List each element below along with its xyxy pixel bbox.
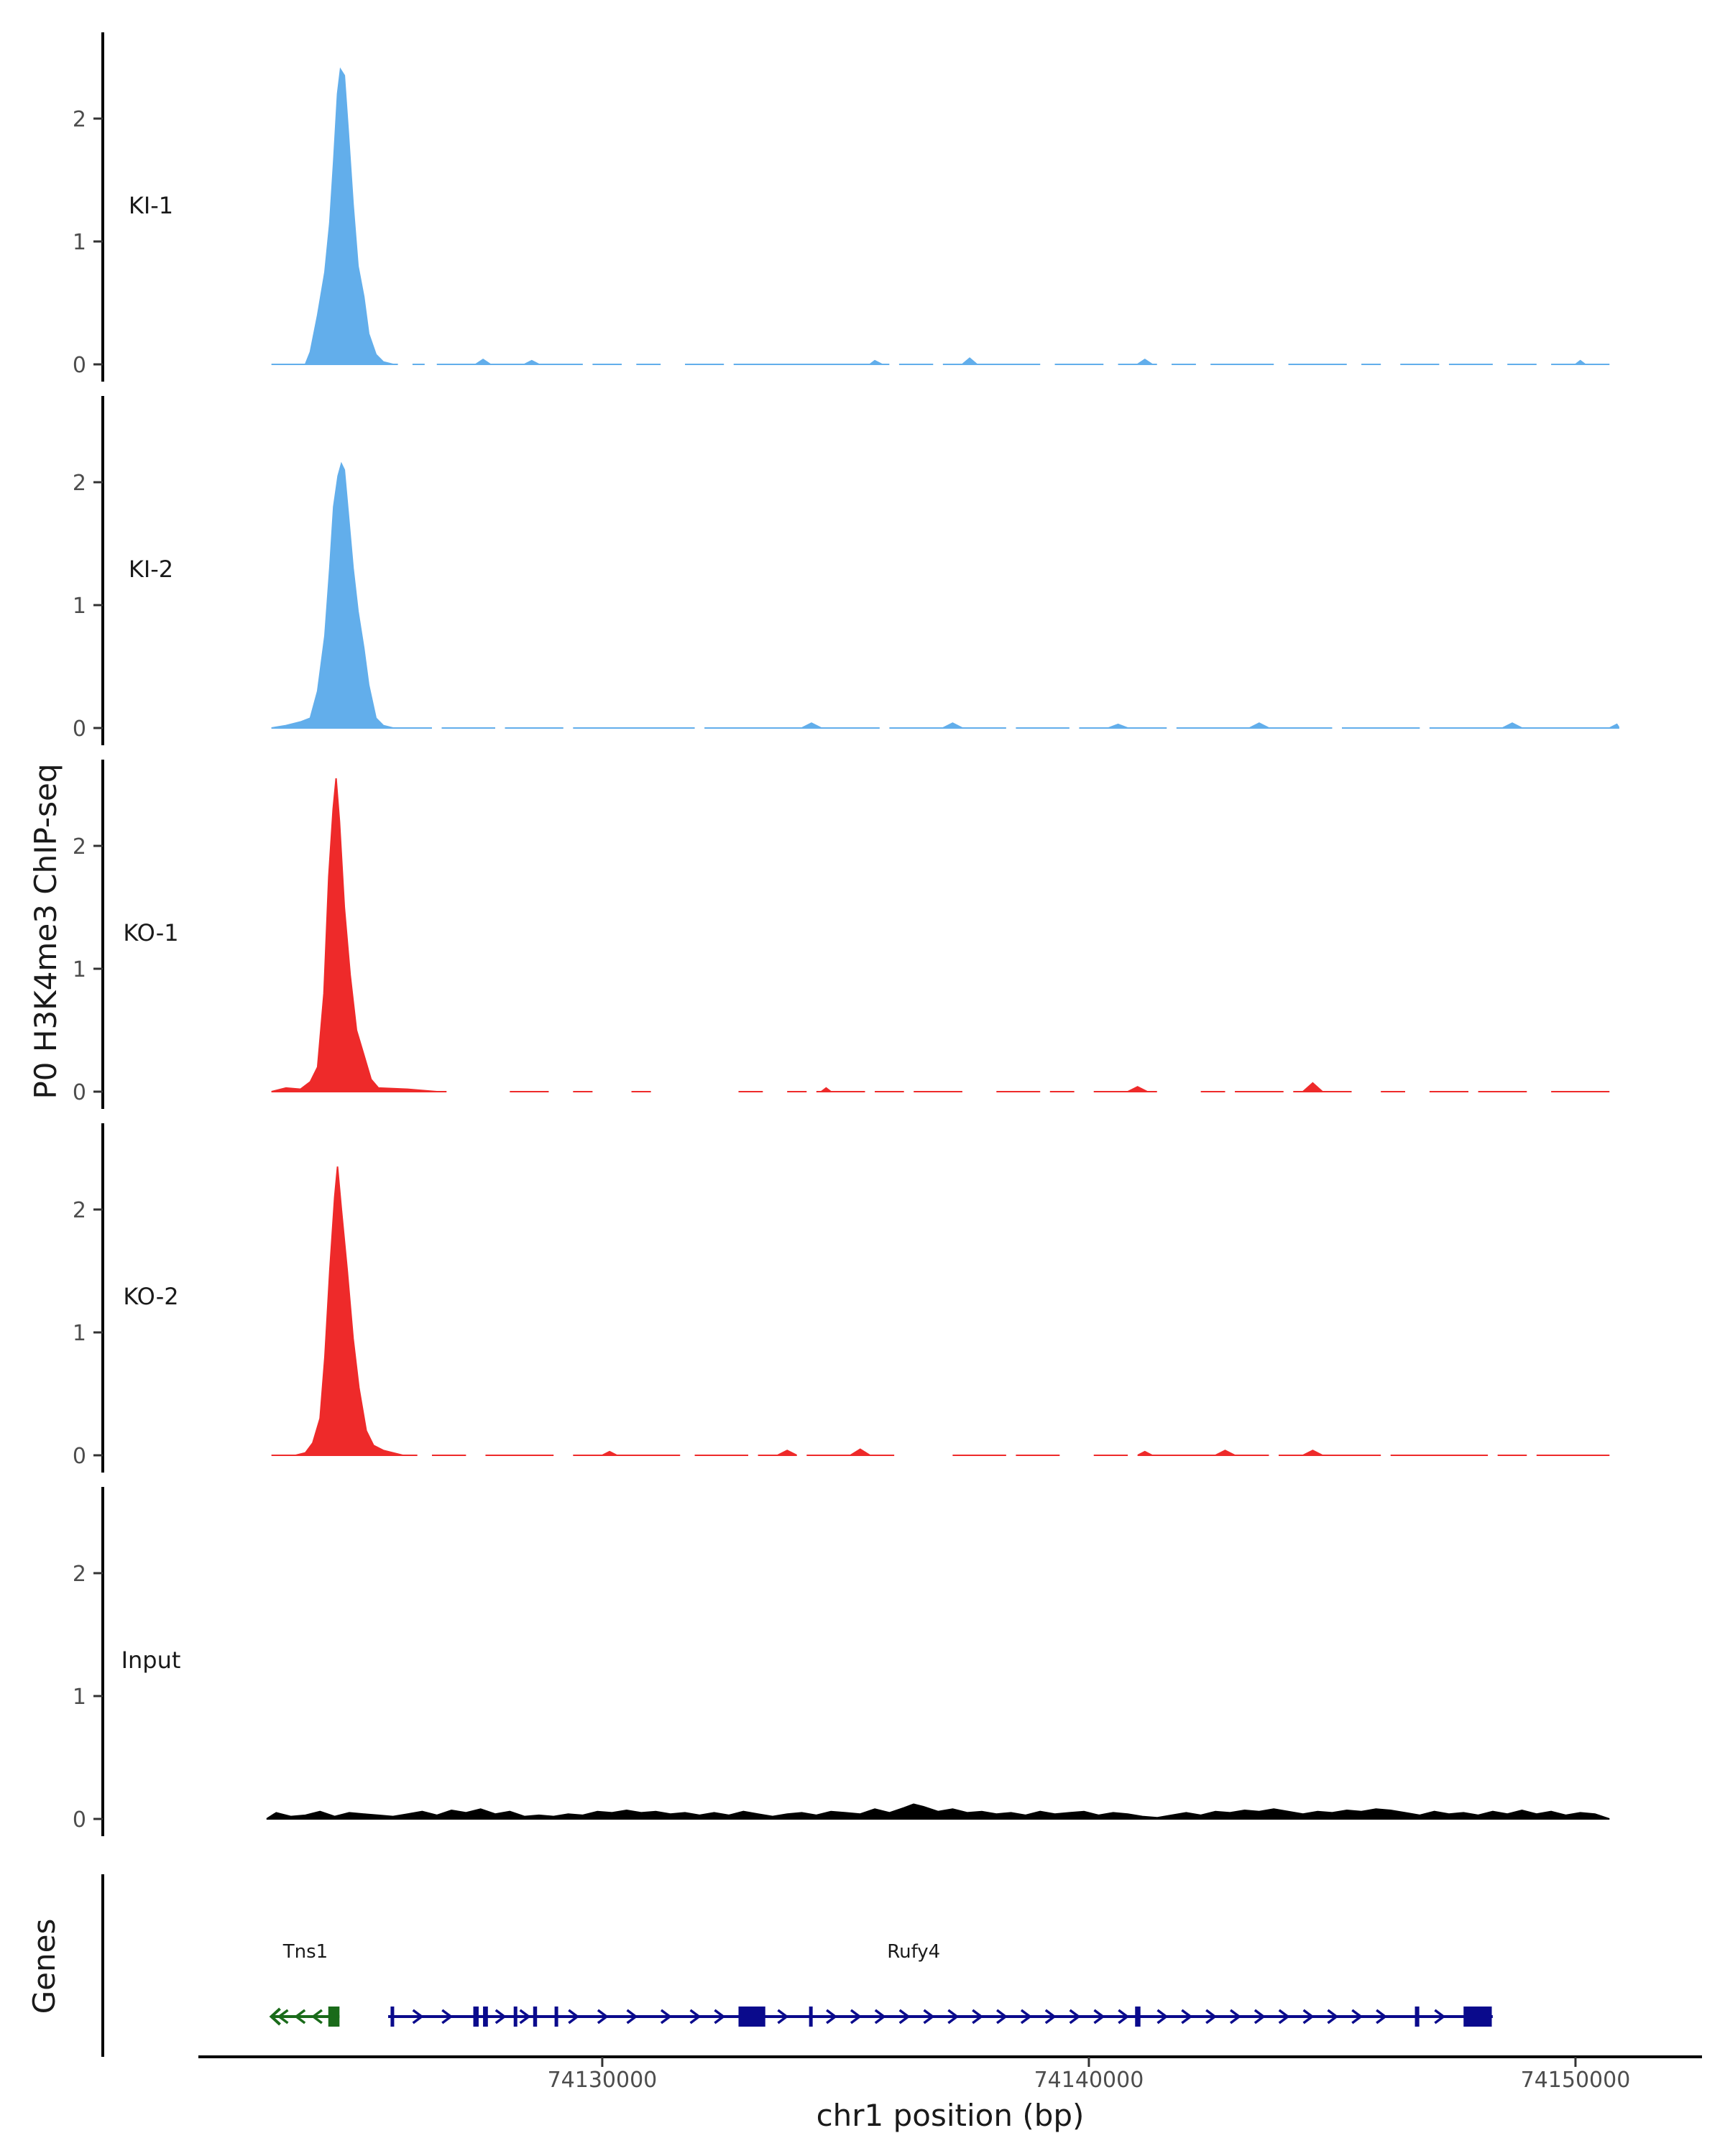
strand-arrow [310, 2009, 323, 2024]
exon-block [1135, 2007, 1141, 2027]
track-label: Input [121, 1646, 181, 1674]
strand-arrow [1044, 2009, 1057, 2024]
y-axis-title: P0 H3K4me3 ChIP-seq [28, 763, 63, 1099]
gene-name-label: Rufy4 [887, 1941, 940, 1963]
y-tick-label: 2 [73, 107, 86, 132]
exon-block [1414, 2007, 1420, 2027]
strand-arrow [777, 2009, 789, 2024]
y-tick-label: 2 [73, 834, 86, 860]
strand-arrow [898, 2009, 911, 2024]
signal-area [266, 1803, 1610, 1820]
strand-arrow [626, 2009, 638, 2024]
track-label: KI-1 [129, 192, 173, 219]
signal-area [271, 778, 1610, 1092]
strand-arrow [1434, 2009, 1446, 2024]
track-label: KO-1 [123, 919, 178, 946]
exon-block [533, 2007, 538, 2027]
strand-arrow [826, 2009, 838, 2024]
strand-arrow [1069, 2009, 1081, 2024]
strand-arrow [1181, 2009, 1193, 2024]
y-tick-label: 2 [73, 471, 86, 496]
track-panel: 0 1 2 KO-2 [73, 1123, 1610, 1473]
signal-tracks: 0 1 2 KI-1 0 1 2 KI-2 0 1 2 KO-1 0 1 2 KO-2 0 1 2 Input [73, 32, 1619, 1836]
strand-arrow [1302, 2009, 1315, 2024]
gene-name-label: Tns1 [282, 1941, 328, 1963]
exon-block [513, 2007, 518, 2027]
track-label: KO-2 [123, 1283, 178, 1310]
x-axis-title: chr1 position (bp) [816, 2098, 1085, 2133]
strand-arrow [441, 2009, 454, 2024]
exon-block [554, 2007, 558, 2027]
strand-arrow [412, 2009, 424, 2024]
strand-arrow [1020, 2009, 1032, 2024]
x-tick-label: 74140000 [1034, 2068, 1144, 2093]
y-tick-label: 1 [73, 957, 86, 982]
exon-block [483, 2007, 488, 2027]
strand-arrow [1278, 2009, 1290, 2024]
strand-arrow [1118, 2009, 1130, 2024]
exon-block [328, 2007, 340, 2027]
y-tick-label: 2 [73, 1198, 86, 1223]
strand-arrow [519, 2009, 531, 2024]
strand-arrow [1254, 2009, 1266, 2024]
strand-arrow [714, 2009, 726, 2024]
strand-arrow [1351, 2009, 1363, 2024]
track-panel: 0 1 2 KI-1 [73, 32, 1610, 382]
gene-track: Genes Tns1 Rufy4 [27, 1874, 1493, 2057]
y-tick-label: 2 [73, 1562, 86, 1587]
gene-model: Tns1 [269, 1941, 340, 2027]
strand-arrow [494, 2009, 507, 2024]
y-tick-label: 0 [73, 1444, 86, 1469]
signal-area [271, 1166, 1610, 1456]
exon-block [738, 2007, 765, 2027]
track-panel: 0 1 2 KO-1 [73, 760, 1610, 1109]
strand-arrow [1205, 2009, 1218, 2024]
signal-area [271, 67, 1610, 365]
strand-arrow [660, 2009, 672, 2024]
strand-arrow [947, 2009, 960, 2024]
y-tick-label: 1 [73, 594, 86, 619]
strand-arrow [972, 2009, 984, 2024]
strand-arrow [850, 2009, 862, 2024]
strand-arrow [294, 2009, 306, 2024]
strand-arrow [1376, 2009, 1388, 2024]
strand-arrow [568, 2009, 580, 2024]
strand-arrow [1327, 2009, 1339, 2024]
strand-arrow [1230, 2009, 1241, 2024]
y-tick-label: 1 [73, 1685, 86, 1710]
strand-arrow [689, 2009, 702, 2024]
track-panel: 0 1 2 KI-2 [73, 396, 1619, 745]
y-tick-label: 0 [73, 1080, 86, 1105]
y-tick-label: 1 [73, 1321, 86, 1346]
x-tick-label: 74130000 [548, 2068, 658, 2093]
gene-model: Rufy4 [388, 1941, 1493, 2027]
y-tick-label: 1 [73, 230, 86, 255]
exon-block [473, 2007, 479, 2027]
strand-arrow [923, 2009, 935, 2024]
y-tick-label: 0 [73, 1807, 86, 1833]
x-axis: chr1 position (bp) 74130000 74140000 74150… [198, 2055, 1702, 2133]
y-tick-label: 0 [73, 353, 86, 378]
strand-arrow [269, 2007, 281, 2026]
exon-block [1463, 2007, 1492, 2027]
strand-arrow [874, 2009, 886, 2024]
strand-arrow [597, 2009, 609, 2024]
gene-track-label: Genes [27, 1919, 62, 2014]
exon-block [809, 2007, 813, 2027]
x-tick-label: 74150000 [1521, 2068, 1631, 2093]
y-tick-label: 0 [73, 717, 86, 742]
strand-arrow [1156, 2009, 1169, 2024]
track-label: KI-2 [129, 556, 173, 583]
strand-arrow [996, 2009, 1008, 2024]
signal-area [271, 461, 1619, 729]
exon-block [390, 2007, 395, 2027]
strand-arrow [1093, 2009, 1105, 2024]
strand-arrow [277, 2009, 289, 2024]
track-panel: 0 1 2 Input [73, 1487, 1610, 1836]
